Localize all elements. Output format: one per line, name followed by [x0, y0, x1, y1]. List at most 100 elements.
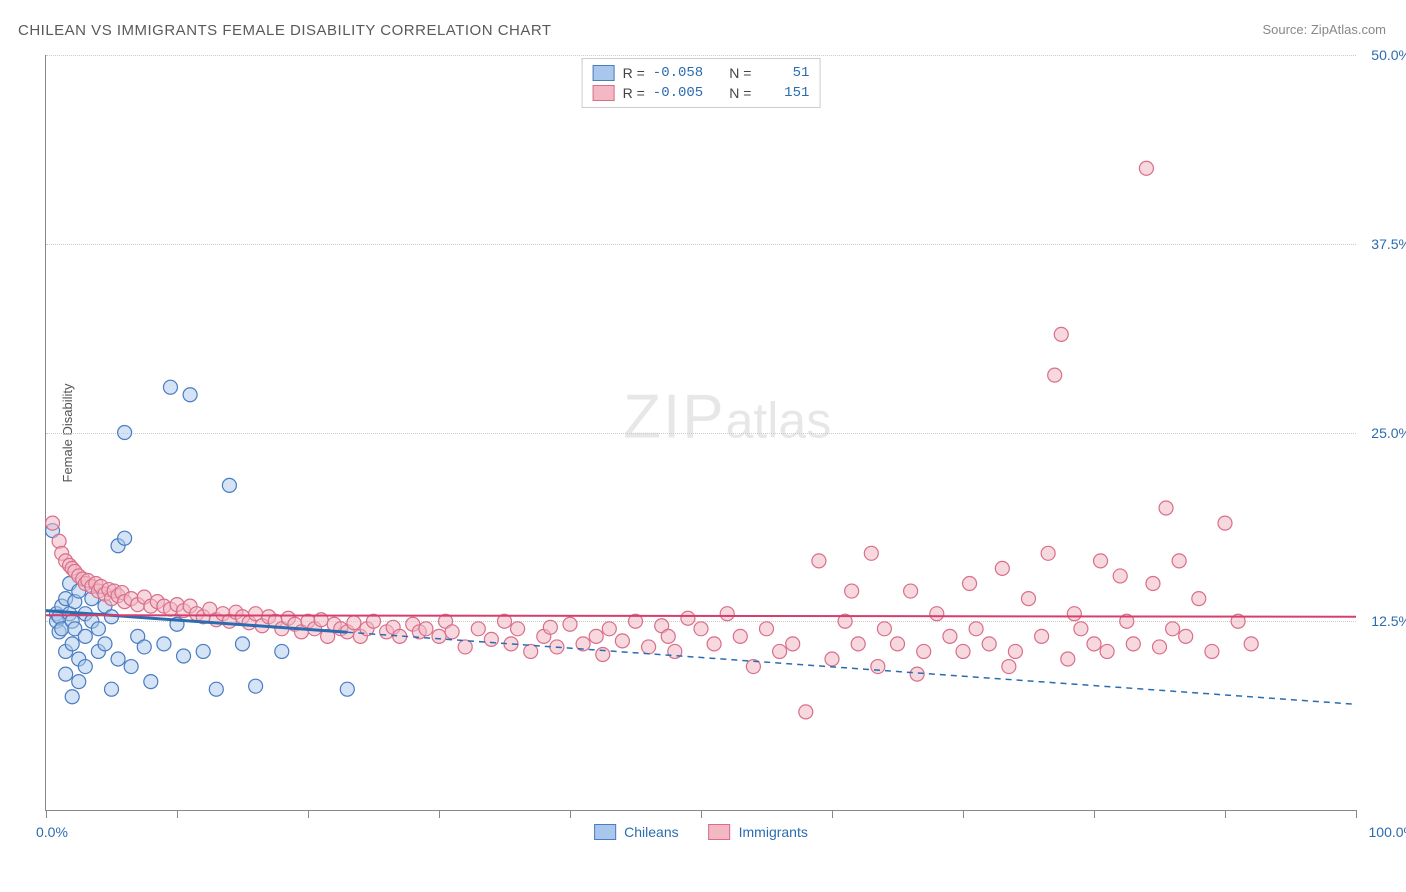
data-point	[340, 682, 354, 696]
data-point	[432, 629, 446, 643]
data-point	[419, 622, 433, 636]
y-tick-label: 37.5%	[1371, 236, 1406, 252]
data-point	[1172, 554, 1186, 568]
data-point	[91, 622, 105, 636]
data-point	[1139, 161, 1153, 175]
y-tick-label: 50.0%	[1371, 47, 1406, 63]
data-point	[137, 640, 151, 654]
data-point	[596, 647, 610, 661]
data-point	[484, 632, 498, 646]
data-point	[812, 554, 826, 568]
data-point	[1061, 652, 1075, 666]
data-point	[177, 649, 191, 663]
data-point	[1153, 640, 1167, 654]
y-tick-label: 25.0%	[1371, 425, 1406, 441]
legend-item-chileans: Chileans	[594, 824, 678, 840]
r-label: R =	[623, 85, 645, 101]
r-value-immigrants: -0.005	[653, 85, 703, 101]
swatch-immigrants	[709, 824, 731, 840]
data-point	[917, 644, 931, 658]
data-point	[642, 640, 656, 654]
data-point	[124, 660, 138, 674]
data-point	[1244, 637, 1258, 651]
data-point	[347, 616, 361, 630]
data-point	[602, 622, 616, 636]
data-point	[799, 705, 813, 719]
data-point	[46, 516, 60, 530]
data-point	[458, 640, 472, 654]
data-point	[786, 637, 800, 651]
data-point	[144, 675, 158, 689]
data-point	[1008, 644, 1022, 658]
x-axis-min-label: 0.0%	[36, 824, 68, 840]
data-point	[969, 622, 983, 636]
data-point	[183, 388, 197, 402]
data-point	[1022, 592, 1036, 606]
r-label: R =	[623, 65, 645, 81]
data-point	[222, 478, 236, 492]
data-point	[760, 622, 774, 636]
chart-container: CHILEAN VS IMMIGRANTS FEMALE DISABILITY …	[0, 0, 1406, 892]
data-point	[1087, 637, 1101, 651]
scatter-svg	[46, 55, 1356, 810]
legend-label-immigrants: Immigrants	[739, 824, 808, 840]
data-point	[877, 622, 891, 636]
data-point	[851, 637, 865, 651]
swatch-immigrants	[593, 85, 615, 101]
data-point	[471, 622, 485, 636]
data-point	[275, 644, 289, 658]
data-point	[1054, 327, 1068, 341]
data-point	[163, 380, 177, 394]
x-axis-max-label: 100.0%	[1369, 824, 1406, 840]
data-point	[845, 584, 859, 598]
y-tick-label: 12.5%	[1371, 613, 1406, 629]
legend-label-chileans: Chileans	[624, 824, 678, 840]
data-point	[1218, 516, 1232, 530]
data-point	[615, 634, 629, 648]
data-point	[1179, 629, 1193, 643]
data-point	[982, 637, 996, 651]
legend-row-immigrants: R = -0.005 N = 151	[593, 83, 810, 103]
data-point	[59, 667, 73, 681]
source-attribution: Source: ZipAtlas.com	[1262, 22, 1386, 37]
data-point	[445, 625, 459, 639]
data-point	[111, 652, 125, 666]
legend-row-chileans: R = -0.058 N = 51	[593, 63, 810, 83]
data-point	[589, 629, 603, 643]
data-point	[910, 667, 924, 681]
data-point	[511, 622, 525, 636]
data-point	[904, 584, 918, 598]
n-value-chileans: 51	[759, 65, 809, 81]
data-point	[72, 675, 86, 689]
r-value-chileans: -0.058	[653, 65, 703, 81]
data-point	[871, 660, 885, 674]
data-point	[1192, 592, 1206, 606]
data-point	[943, 629, 957, 643]
data-point	[956, 644, 970, 658]
data-point	[681, 611, 695, 625]
data-point	[1074, 622, 1088, 636]
data-point	[1126, 637, 1140, 651]
data-point	[105, 682, 119, 696]
data-point	[209, 682, 223, 696]
data-point	[661, 629, 675, 643]
data-point	[78, 660, 92, 674]
data-point	[963, 577, 977, 591]
data-point	[1159, 501, 1173, 515]
data-point	[98, 637, 112, 651]
data-point	[1166, 622, 1180, 636]
data-point	[118, 531, 132, 545]
data-point	[707, 637, 721, 651]
n-label: N =	[729, 65, 751, 81]
data-point	[236, 637, 250, 651]
data-point	[891, 637, 905, 651]
swatch-chileans	[593, 65, 615, 81]
data-point	[543, 620, 557, 634]
data-point	[1035, 629, 1049, 643]
data-point	[1041, 546, 1055, 560]
data-point	[694, 622, 708, 636]
data-point	[1094, 554, 1108, 568]
data-point	[733, 629, 747, 643]
data-point	[78, 629, 92, 643]
plot-area: Female Disability ZIPatlas 12.5%25.0%37.…	[45, 55, 1356, 811]
